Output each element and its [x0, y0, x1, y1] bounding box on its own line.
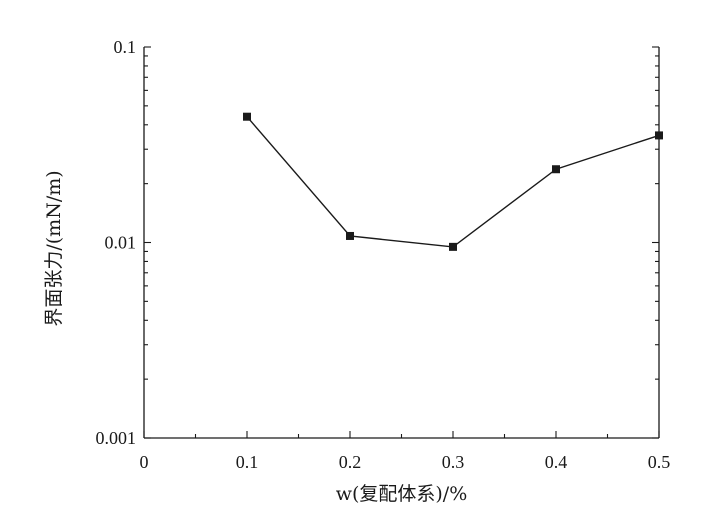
data-point [449, 242, 457, 251]
data-point [346, 231, 354, 240]
x-axis-title: w(复配体系)/% [336, 483, 468, 505]
x-tick-label: 0 [140, 452, 149, 472]
x-tick-label: 0.1 [236, 452, 259, 472]
series [243, 112, 663, 251]
ticks: 0 0.1 0.2 0.3 0.4 0.5 0.001 0.01 0.1 [96, 37, 671, 472]
data-point [243, 112, 251, 121]
y-tick-label: 0.01 [105, 233, 137, 253]
y-tick-label: 0.001 [96, 428, 137, 448]
data-point [552, 165, 560, 174]
axes [143, 47, 660, 439]
x-tick-label: 0.4 [545, 452, 568, 472]
x-tick-label: 0.5 [648, 452, 671, 472]
y-tick-label: 0.1 [114, 37, 137, 57]
y-axis-title: 界面张力/(mN/m) [43, 170, 65, 326]
x-tick-label: 0.2 [339, 452, 362, 472]
x-tick-label: 0.3 [442, 452, 465, 472]
data-point [655, 131, 663, 140]
series-line [246, 116, 660, 248]
